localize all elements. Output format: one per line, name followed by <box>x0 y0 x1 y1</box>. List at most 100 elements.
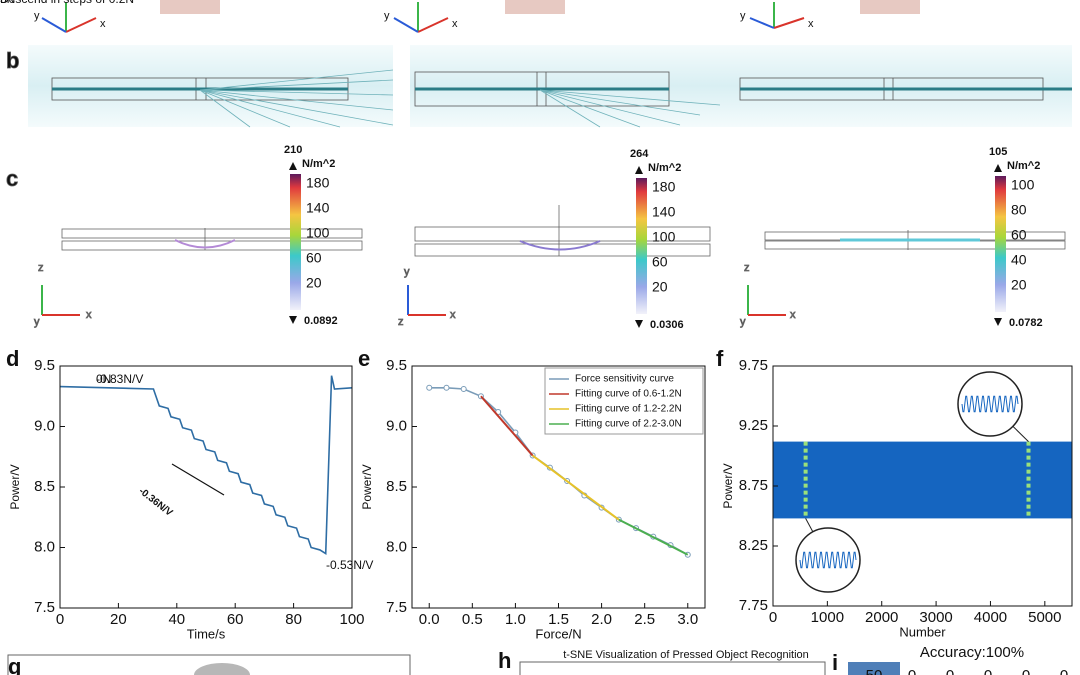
axis-letter: y <box>384 10 390 22</box>
line <box>618 518 689 556</box>
y-tick-label: 9.0 <box>34 417 55 434</box>
colorbar-tick: 140 <box>652 204 676 220</box>
x-tick-label: 0.5 <box>462 611 483 628</box>
colorbar-tick: 100 <box>306 225 330 241</box>
x-tick-label: 5000 <box>1028 609 1061 626</box>
colorbar-arrow <box>289 162 297 170</box>
panel-label: e <box>358 346 370 371</box>
colorbar-tick: 20 <box>306 275 322 291</box>
colorbar-tick: 60 <box>1011 227 1027 243</box>
annotation-arrow <box>171 463 225 496</box>
annotation: -0.83N/V <box>96 372 143 386</box>
legend-label: Fitting curve of 1.2-2.2N <box>575 404 682 415</box>
x-tick-label: 100 <box>339 611 364 628</box>
legend-label: Fitting curve of 2.2-3.0N <box>575 419 682 430</box>
y-tick-label: 9.0 <box>386 417 407 434</box>
line <box>480 395 534 457</box>
x-tick-label: 60 <box>227 611 244 628</box>
legend-box <box>544 367 704 435</box>
annotation: -0.53N/V <box>326 558 373 572</box>
colorbar-tick: 100 <box>652 229 676 245</box>
panel-label: i <box>832 650 838 675</box>
x-tick-label: 0 <box>769 609 777 626</box>
x-tick-label: 1000 <box>811 609 844 626</box>
colorbar-tick: 80 <box>1011 202 1027 218</box>
colorbar-unit: N/m^2 <box>302 158 335 170</box>
matrix-cell: 0 <box>908 667 916 675</box>
annotation: Descend in steps of 0.2N <box>0 0 134 6</box>
x-axis-label: Number <box>899 624 946 639</box>
colorbar-arrow <box>289 316 297 324</box>
matrix-cell: 50 <box>866 667 883 675</box>
panel-b: b <box>6 45 1072 128</box>
axis-letter: y <box>404 266 410 278</box>
axis-letter: x <box>100 18 106 30</box>
y-axis-label: Power/V <box>721 463 735 508</box>
panel-label: f <box>716 346 724 371</box>
matrix-cell: 0 <box>984 667 992 675</box>
colorbar-unit: N/m^2 <box>1007 160 1040 172</box>
panel-label: h <box>498 648 511 673</box>
colorbar-tick: 60 <box>652 254 668 270</box>
y-tick-label: 8.25 <box>739 537 768 554</box>
annotation: 0N <box>96 372 111 386</box>
plot-frame <box>59 365 353 609</box>
panel-label: g <box>8 654 21 675</box>
panel-title: t-SNE Visualization of Pressed Object Re… <box>563 649 809 661</box>
annotation: -0.36N/V <box>137 486 175 519</box>
x-tick-label: 3000 <box>919 609 952 626</box>
colorbar-max: 105 <box>989 146 1007 158</box>
colorbar-tick: 20 <box>1011 277 1027 293</box>
colorbar-tick: 20 <box>652 279 668 295</box>
axis-letter: y <box>740 316 746 328</box>
colorbar-tick: 100 <box>1011 177 1035 193</box>
band <box>773 441 1072 519</box>
y-tick-label: 7.5 <box>386 599 407 616</box>
x-tick-label: 4000 <box>974 609 1007 626</box>
colorbar-min: 0.0782 <box>1009 317 1043 329</box>
colorbar-tick: 40 <box>1011 252 1027 268</box>
y-tick-label: 8.0 <box>34 538 55 555</box>
axis-letter: x <box>86 309 92 321</box>
y-tick-label: 7.5 <box>34 599 55 616</box>
x-tick-label: 0.0 <box>419 611 440 628</box>
axis-letter: y <box>34 10 40 22</box>
x-tick-label: 2.5 <box>634 611 655 628</box>
axis-letter: z <box>38 262 44 274</box>
colorbar-tick: 180 <box>652 179 676 195</box>
legend-label: Fitting curve of 0.6-1.2N <box>575 389 682 400</box>
line <box>532 454 620 521</box>
colorbar-min: 0.0306 <box>650 319 684 331</box>
x-tick-label: 0 <box>56 611 64 628</box>
x-tick-label: 1.0 <box>505 611 526 628</box>
x-tick-label: 80 <box>285 611 302 628</box>
x-tick-label: 2.0 <box>591 611 612 628</box>
inset-wave <box>799 551 857 569</box>
y-tick-label: 9.75 <box>739 357 768 374</box>
x-axis-label: Force/N <box>535 626 581 641</box>
colorbar-max: 264 <box>630 148 649 160</box>
y-tick-label: 9.5 <box>34 357 55 374</box>
y-tick-label: 7.75 <box>739 597 768 614</box>
colorbar-arrow <box>994 318 1002 326</box>
colorbar-tick: 140 <box>306 200 330 216</box>
panel-title: Accuracy:100% <box>920 644 1024 661</box>
x-tick-label: 3.0 <box>677 611 698 628</box>
y-tick-label: 8.75 <box>739 477 768 494</box>
matrix-cell: 0 <box>1060 667 1068 675</box>
inset-wave <box>961 395 1019 413</box>
axis-letter: x <box>450 309 456 321</box>
axis-letter: z <box>398 316 404 328</box>
panel-c: c z y x y z x z y x <box>6 165 1066 328</box>
x-axis-label: Time/s <box>187 626 226 641</box>
colorbar-arrow <box>635 166 643 174</box>
axis-letter: z <box>744 262 750 274</box>
y-tick-label: 8.5 <box>386 478 407 495</box>
y-tick-label: 9.5 <box>386 357 407 374</box>
axis-letter: x <box>452 18 458 30</box>
y-tick-label: 8.0 <box>386 538 407 555</box>
y-tick-label: 9.25 <box>739 417 768 434</box>
line <box>59 375 353 555</box>
axis-letter: x <box>808 18 814 30</box>
